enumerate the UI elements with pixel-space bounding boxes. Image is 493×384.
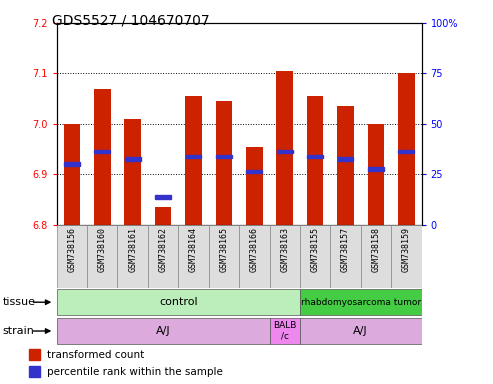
Text: GSM738164: GSM738164	[189, 227, 198, 271]
Bar	[307, 155, 323, 158]
Bar	[64, 162, 80, 166]
Bar	[391, 225, 422, 288]
Bar	[124, 119, 141, 225]
Text: GSM738156: GSM738156	[68, 227, 76, 271]
Bar	[209, 225, 239, 288]
Bar	[277, 71, 293, 225]
Text: GSM738161: GSM738161	[128, 227, 137, 271]
Bar	[337, 106, 354, 225]
Text: GSM738155: GSM738155	[311, 227, 319, 271]
Bar	[87, 225, 117, 288]
Bar	[155, 195, 171, 199]
Bar	[185, 96, 202, 225]
Text: transformed count: transformed count	[47, 349, 144, 359]
Text: GSM738159: GSM738159	[402, 227, 411, 271]
Bar	[148, 225, 178, 288]
Text: GSM738158: GSM738158	[371, 227, 381, 271]
Bar	[300, 318, 422, 344]
Text: GSM738163: GSM738163	[280, 227, 289, 271]
Text: GDS5527 / 104670707: GDS5527 / 104670707	[52, 13, 210, 27]
Bar	[361, 225, 391, 288]
Text: tissue: tissue	[2, 297, 35, 307]
Bar	[368, 124, 384, 225]
Bar	[368, 167, 384, 171]
Bar	[94, 150, 110, 153]
Bar	[270, 318, 300, 344]
Bar	[270, 225, 300, 288]
Bar	[307, 96, 323, 225]
Text: rhabdomyosarcoma tumor: rhabdomyosarcoma tumor	[301, 298, 421, 307]
Bar	[215, 101, 232, 225]
Bar	[398, 73, 415, 225]
Bar	[57, 318, 270, 344]
Text: strain: strain	[2, 326, 35, 336]
Bar	[185, 155, 202, 158]
Text: GSM738166: GSM738166	[250, 227, 259, 271]
Bar	[178, 225, 209, 288]
Bar	[155, 207, 172, 225]
Bar	[398, 150, 414, 153]
Bar	[239, 225, 270, 288]
Bar	[125, 157, 141, 161]
Text: control: control	[159, 297, 198, 308]
Text: GSM738165: GSM738165	[219, 227, 228, 271]
Bar	[57, 225, 87, 288]
Bar	[300, 290, 422, 315]
Bar	[277, 150, 293, 153]
Text: GSM738157: GSM738157	[341, 227, 350, 271]
Text: BALB
/c: BALB /c	[273, 321, 296, 341]
Text: A/J: A/J	[353, 326, 368, 336]
Bar	[246, 170, 262, 174]
Bar	[29, 366, 40, 377]
Bar	[246, 147, 263, 225]
Bar	[94, 89, 110, 225]
Text: A/J: A/J	[156, 326, 171, 336]
Bar	[64, 124, 80, 225]
Bar	[57, 290, 300, 315]
Text: GSM738160: GSM738160	[98, 227, 107, 271]
Bar	[216, 155, 232, 158]
Bar	[29, 349, 40, 360]
Bar	[330, 225, 361, 288]
Text: GSM738162: GSM738162	[159, 227, 168, 271]
Text: percentile rank within the sample: percentile rank within the sample	[47, 367, 223, 377]
Bar	[338, 157, 353, 161]
Bar	[300, 225, 330, 288]
Bar	[117, 225, 148, 288]
